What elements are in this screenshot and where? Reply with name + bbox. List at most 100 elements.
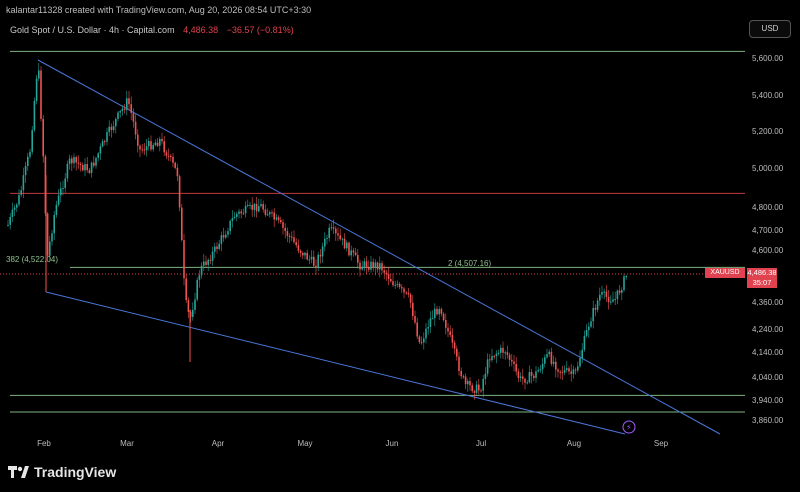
candle-body	[535, 371, 537, 378]
candle-body	[350, 250, 352, 256]
candle-body	[324, 238, 326, 247]
candle-body	[361, 266, 363, 270]
candle-body	[605, 291, 608, 297]
candle-body	[379, 263, 381, 270]
x-tick-label: Apr	[212, 439, 225, 448]
candle-body	[130, 104, 132, 113]
candle-body	[610, 301, 612, 303]
candle-body	[555, 361, 557, 370]
candle-body	[302, 252, 304, 256]
candle-body	[247, 204, 249, 206]
candle-body	[550, 351, 553, 364]
candle-body	[456, 348, 458, 357]
candle-body	[7, 224, 9, 226]
candle-body	[16, 204, 18, 208]
candle-body	[539, 369, 542, 371]
candle-body	[577, 366, 579, 371]
candle-body	[203, 261, 205, 266]
candle-body	[372, 261, 374, 268]
candle-body	[502, 347, 504, 353]
tradingview-logo[interactable]: TradingView	[8, 463, 116, 481]
candle-body	[46, 213, 49, 256]
candle-body	[599, 294, 601, 301]
candle-body	[436, 308, 438, 315]
candle-body	[236, 213, 238, 217]
candle-body	[251, 204, 253, 210]
candle-body	[425, 328, 427, 339]
candle-body	[286, 231, 289, 236]
candle-body	[143, 149, 146, 151]
candle-body	[240, 211, 242, 214]
candle-body	[511, 359, 513, 362]
candle-body	[519, 376, 522, 379]
candle-body	[299, 250, 302, 253]
candle-body	[387, 274, 390, 279]
candle-body	[315, 265, 317, 268]
candle-body	[22, 175, 25, 191]
candle-body	[154, 142, 157, 146]
lightning-glyph: ⚡	[626, 423, 632, 432]
fib-label-right: 2 (4,507.16)	[448, 259, 491, 268]
candle-body	[621, 289, 623, 293]
candle-body	[40, 70, 42, 119]
candle-body	[478, 384, 480, 391]
candle-body	[548, 351, 550, 355]
candle-body	[200, 265, 203, 276]
candle-body	[572, 369, 575, 374]
y-tick-label: 4,700.00	[752, 226, 784, 235]
candle-body	[594, 308, 597, 310]
candle-body	[625, 275, 627, 277]
time-axis: Feb Mar Apr May Jun Jul Aug Sep	[37, 439, 669, 448]
candle-body	[464, 376, 467, 385]
candle-body	[18, 194, 20, 205]
candle-body	[528, 372, 531, 383]
candle-body	[328, 227, 330, 238]
candle-body	[128, 98, 130, 105]
candle-body	[49, 241, 51, 256]
candle-body	[544, 357, 546, 364]
candle-body	[42, 118, 44, 157]
candle-body	[559, 371, 561, 373]
candle-body	[264, 209, 267, 215]
candle-body	[319, 254, 322, 257]
candle-body	[392, 281, 394, 286]
y-tick-label: 4,140.00	[752, 348, 784, 357]
candle-body	[308, 259, 311, 261]
candle-body	[194, 299, 196, 310]
candle-body	[126, 98, 128, 110]
candle-body	[526, 382, 528, 384]
candle-body	[515, 363, 517, 372]
candle-body	[214, 246, 216, 252]
candle-body	[462, 376, 465, 378]
candle-body	[137, 134, 139, 146]
candle-body	[159, 138, 161, 146]
candle-body	[570, 371, 572, 374]
candle-body	[497, 352, 500, 354]
candle-body	[537, 369, 539, 372]
candle-body	[189, 312, 192, 317]
candle-body	[517, 371, 520, 379]
candle-body	[427, 327, 429, 329]
candle-body	[420, 342, 423, 344]
candle-body	[209, 259, 212, 261]
price-tag-value: 4,486.38	[747, 268, 777, 277]
candle-body	[451, 334, 454, 343]
candle-body	[552, 361, 555, 364]
symbol-legend[interactable]: Gold Spot / U.S. Dollar · 4h · Capital.c…	[10, 25, 294, 35]
candle-body	[568, 368, 570, 372]
y-tick-label: 4,040.00	[752, 373, 784, 382]
candle-body	[374, 262, 377, 268]
x-tick-label: Jun	[386, 439, 399, 448]
candle-body	[282, 222, 284, 228]
candle-body	[62, 188, 64, 190]
candle-body	[97, 153, 99, 158]
candle-body	[418, 336, 421, 343]
candle-body	[77, 162, 80, 164]
currency-button[interactable]: USD	[749, 20, 791, 38]
candle-body	[165, 152, 168, 156]
candle-body	[581, 349, 583, 359]
candle-body	[390, 278, 392, 282]
candle-body	[601, 292, 603, 295]
candle-body	[495, 353, 498, 357]
